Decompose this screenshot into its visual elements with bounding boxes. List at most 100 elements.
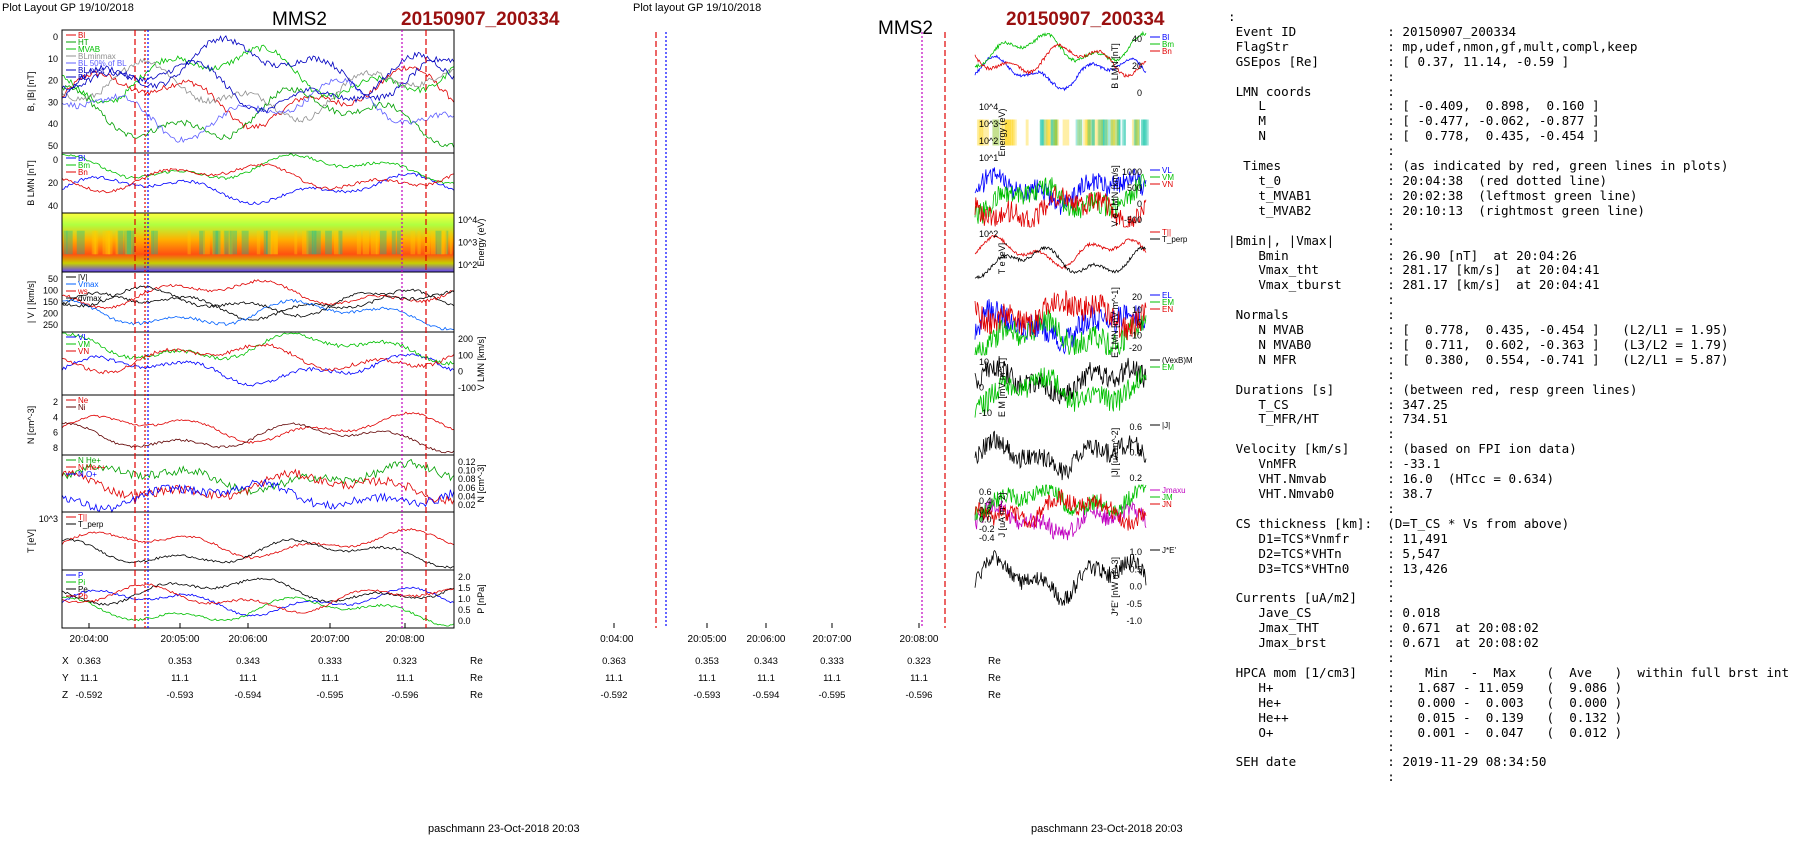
spectrogram-texture xyxy=(1133,119,1141,146)
event-parameters-text: : Event ID : 20150907_200334 FlagStr : m… xyxy=(1228,9,1790,785)
series-BLMN-0 xyxy=(974,54,1147,92)
y-tick-label: 1.0 xyxy=(1129,547,1142,557)
spectrogram-texture xyxy=(1097,119,1105,146)
spectrogram-texture xyxy=(314,230,321,255)
spectrogram-texture xyxy=(1001,119,1009,146)
legend-label: BLminmax xyxy=(78,52,116,61)
coord-unit: Re xyxy=(470,690,483,701)
coord-value: -0.596 xyxy=(392,690,419,701)
y-axis-label: T e [eV] xyxy=(997,243,1007,274)
series-JLMN-2 xyxy=(974,489,1147,531)
spectrogram-texture xyxy=(440,230,448,255)
coord-unit: Re xyxy=(988,690,1001,701)
coord-value: 11.1 xyxy=(80,673,98,684)
spectrogram-texture xyxy=(1112,119,1121,146)
panel-JE: J*E' 1.0 0.5 0.0 -0.5 -1.0 J*E' [nW m^-3] xyxy=(974,546,1176,626)
legend-label: T|| xyxy=(78,513,87,522)
spectrogram-texture xyxy=(93,230,97,255)
spectrogram-texture xyxy=(302,230,309,255)
spectrogram-texture xyxy=(1131,119,1140,146)
spectrogram-texture xyxy=(1025,119,1029,146)
spectrogram-texture xyxy=(1039,119,1044,146)
spectrogram-texture xyxy=(274,230,278,255)
coord-unit: Re xyxy=(470,656,483,667)
spectrogram-texture xyxy=(105,230,111,255)
spectrogram-texture xyxy=(1012,119,1017,146)
spectrogram-texture xyxy=(1054,119,1057,146)
spectrogram-texture xyxy=(265,230,271,255)
spectrogram-texture xyxy=(1048,119,1051,146)
series-P-1 xyxy=(61,596,455,627)
coord-value: -0.592 xyxy=(601,690,628,701)
spectrogram-texture xyxy=(338,230,343,255)
y-tick-label: -100 xyxy=(458,383,476,393)
series-EM-1 xyxy=(974,365,1147,418)
panel-Te: T||T_perp 10^2 T e [eV] xyxy=(974,228,1188,280)
spectrogram-texture xyxy=(1043,119,1048,146)
y-tick-label: 10^3 xyxy=(39,514,58,524)
coord-value: 11.1 xyxy=(605,673,623,684)
spectrogram-texture xyxy=(152,230,158,255)
spectrogram-texture xyxy=(362,230,370,255)
spectrogram-texture xyxy=(436,230,445,255)
coord-axis-name: X xyxy=(62,656,69,667)
y-tick-label: 0 xyxy=(1137,88,1142,98)
x-tick-label: 20:05:00 xyxy=(161,634,200,645)
y-tick-label: 50 xyxy=(48,274,58,284)
coord-unit: Re xyxy=(988,673,1001,684)
coord-value: 0.323 xyxy=(393,656,417,667)
series-Nh-2 xyxy=(61,478,455,514)
y-axis-label: Energy (eV) xyxy=(476,218,486,266)
legend-label: Pb xyxy=(78,592,88,601)
coord-value: 0.363 xyxy=(602,656,626,667)
series-VLMN-0 xyxy=(61,353,455,387)
coord-value: 11.1 xyxy=(698,673,716,684)
legend-label: Bn xyxy=(78,168,88,177)
spectrogram-texture xyxy=(1053,119,1057,146)
coord-value: 11.1 xyxy=(239,673,257,684)
y-tick-label: 0.0 xyxy=(979,515,992,525)
series-Ve-1 xyxy=(974,173,1147,224)
spectrogram-texture xyxy=(1121,119,1126,146)
spectrogram-texture xyxy=(273,230,278,255)
y-axis-label: N [cm^-3] xyxy=(26,406,36,444)
spectrogram-texture xyxy=(1087,119,1095,146)
y-tick-label: 0.0 xyxy=(458,616,471,626)
y-tick-label: 0 xyxy=(979,383,984,393)
series-N-0 xyxy=(61,411,455,444)
series-Te-1 xyxy=(974,245,1147,280)
panel-Nh: N He+N He++N O+ 0.120.100.080.060.040.02N… xyxy=(61,454,486,514)
spectrogram-texture xyxy=(992,119,1000,146)
y-tick-label: 0.6 xyxy=(979,487,992,497)
y-tick-label: 40 xyxy=(48,201,58,211)
spectrogram-texture xyxy=(1105,119,1110,146)
y-tick-label: 20 xyxy=(1132,61,1142,71)
spectrogram-texture xyxy=(91,230,97,255)
panel-J: |J| 0.6 0.4 0.2 |J| [uA m^-2] xyxy=(974,421,1170,483)
y-tick-label: 200 xyxy=(43,309,58,319)
series-B-0 xyxy=(61,64,455,130)
coord-unit: Re xyxy=(988,656,1001,667)
spectrogram-texture xyxy=(187,230,191,255)
spectrogram-texture xyxy=(1079,119,1083,146)
spectrogram-texture xyxy=(1141,119,1148,146)
y-axis-label: E M [mV m^-1] xyxy=(997,358,1007,417)
spectrogram-texture xyxy=(1004,119,1013,146)
spectrogram-texture xyxy=(126,230,132,255)
y-tick-label: 0.12 xyxy=(458,457,476,467)
series-B-6 xyxy=(61,51,455,114)
legend-label: Bm xyxy=(78,161,90,170)
spectrogram-texture xyxy=(992,119,1000,146)
series-B-3 xyxy=(61,57,455,123)
panel-frame xyxy=(61,394,455,456)
spectrogram-texture xyxy=(1110,119,1116,146)
series-V-3 xyxy=(61,285,455,318)
spectrogram-texture xyxy=(396,230,401,255)
legend-label: Bn xyxy=(1162,47,1172,56)
legend-label: Vmax xyxy=(78,280,98,289)
y-tick-label: 10^4 xyxy=(458,215,477,225)
legend-label: Jmaxu xyxy=(1162,486,1186,495)
y-tick-label: 0.06 xyxy=(458,483,476,493)
